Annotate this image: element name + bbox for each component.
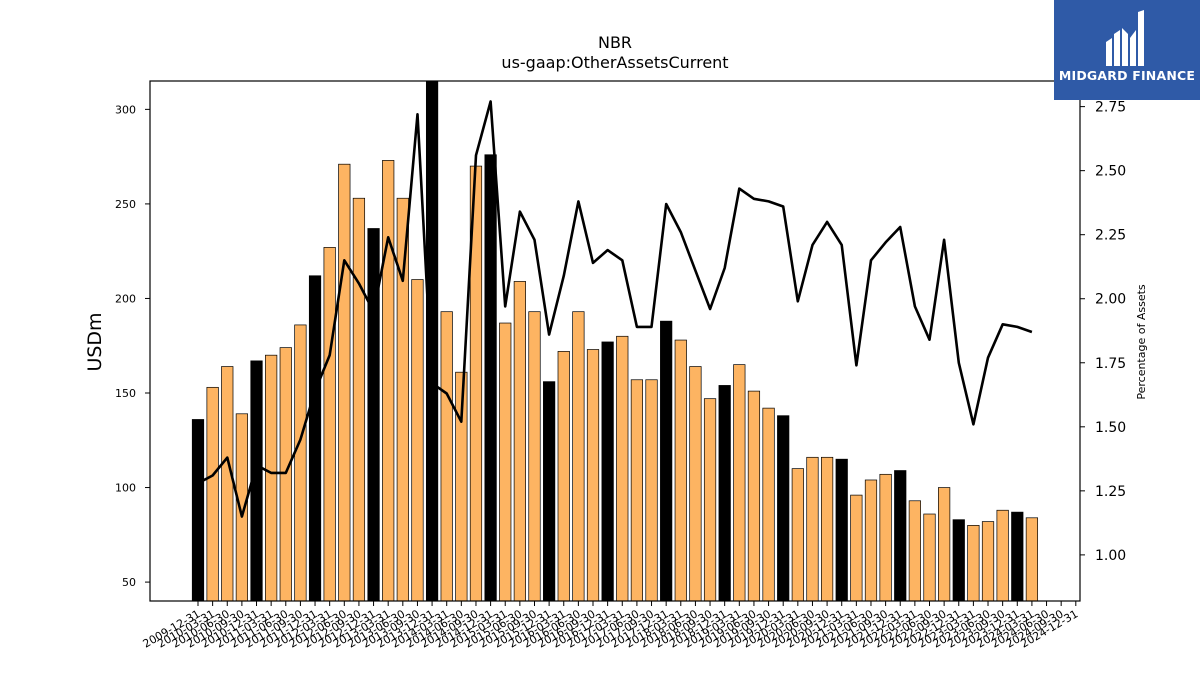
bar [528,311,541,602]
bar [806,456,819,602]
bar [777,415,790,602]
x-axis: 2009-12-312010-03-312010-06-302010-09-30… [141,601,1080,651]
bar [294,324,307,602]
bar [586,349,600,602]
bar [265,354,278,602]
bar [645,379,658,602]
bar [557,351,570,602]
bar [879,473,892,602]
bar [411,279,424,602]
bar [425,80,439,602]
bar [996,509,1009,602]
bar [718,385,731,602]
bar [660,320,673,602]
plot-frame [149,80,1081,602]
bar [308,275,322,602]
bar [338,163,351,602]
bar [674,339,687,602]
y-tick-label: 250 [115,198,136,211]
chart-subtitle: us-gaap:OtherAssetsCurrent [501,53,728,72]
bar [206,386,219,602]
bar [703,398,717,602]
bar [747,390,761,602]
bar [323,247,336,602]
bar [820,456,834,602]
bar [894,470,907,602]
bar [382,160,395,602]
y-tick-label: 50 [122,576,136,589]
percentage-line [197,100,1033,518]
brand-logo: MIDGARD FINANCE [1054,0,1200,100]
bar [484,154,497,602]
bar [1011,511,1024,602]
bar [967,525,980,602]
y2-tick-label: 1.75 [1095,356,1126,372]
bar [352,197,366,602]
bar [733,364,746,602]
logo-text: MIDGARD FINANCE [1058,68,1196,83]
y2-axis-label: Percentage of Assets [1135,284,1148,400]
bar [630,379,644,602]
bar [835,458,848,602]
bar [952,519,965,602]
bar [499,322,512,602]
y-tick-label: 150 [115,387,136,400]
bar [864,479,878,602]
y2-tick-label: 1.00 [1095,548,1126,564]
bar [601,341,614,602]
y2-tick-label: 2.50 [1095,164,1126,180]
y-tick-label: 100 [115,482,136,495]
y2-tick-label: 2.00 [1095,292,1126,308]
line-group [197,100,1033,518]
bar [981,521,995,602]
y2-tick-label: 2.25 [1095,228,1126,244]
y-tick-label: 200 [115,292,136,305]
y2-tick-label: 1.50 [1095,420,1126,436]
bar [1025,517,1039,602]
bar [367,228,380,602]
bar [572,311,585,602]
bar [279,347,292,602]
bar [191,419,205,602]
chart-title: NBR [598,33,632,52]
bar [616,335,629,602]
y-axis: 50 100 150 200 250 300 [115,103,150,589]
y-axis-label: USDm [84,312,106,371]
y2-tick-label: 2.75 [1095,100,1126,116]
y2-axis: 1.00 1.25 1.50 1.75 2.00 2.25 2.50 2.75 [1080,100,1126,564]
bar [938,487,951,602]
bar [850,494,863,602]
bar [543,381,556,602]
bars-group [191,80,1039,602]
y2-tick-label: 1.25 [1095,484,1126,500]
bar [689,366,702,602]
bar [513,281,526,602]
logo-mark-icon [1106,10,1144,66]
bar [221,366,234,602]
bar [791,468,804,602]
bar [235,413,248,602]
bar [396,197,409,602]
bar [762,407,775,602]
bar [908,500,921,602]
bar [440,311,453,602]
bar [923,513,936,602]
y-tick-label: 300 [115,103,136,116]
